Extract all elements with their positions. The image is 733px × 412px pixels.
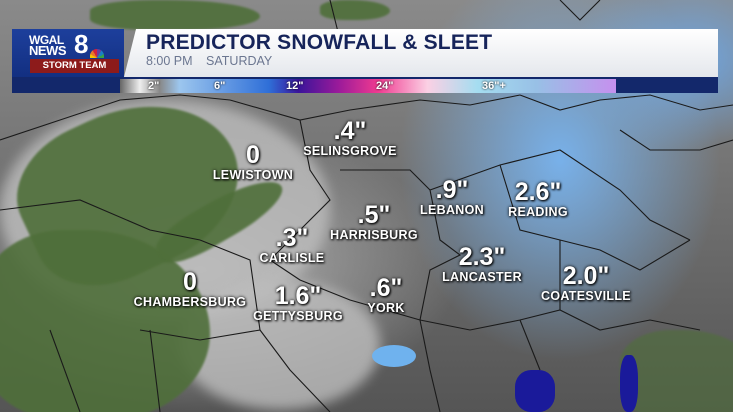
snow-amount: 2.3" xyxy=(458,243,506,271)
forecast-time: 8:00 PM SATURDAY xyxy=(146,54,282,68)
location-reading: 2.6" READING xyxy=(508,179,568,219)
location-selinsgrove: .4" SELINSGROVE xyxy=(303,118,397,158)
snow-amount: 2.6" xyxy=(514,178,562,206)
snow-amount: 0 xyxy=(183,268,197,296)
location-harrisburg: .5" HARRISBURG xyxy=(330,202,418,242)
location-gettysburg: 1.6" GETTYSBURG xyxy=(253,283,343,323)
snow-amount: .6" xyxy=(369,274,403,302)
city-name: LEBANON xyxy=(420,203,484,217)
city-name: COATESVILLE xyxy=(541,289,631,303)
snow-amount: .3" xyxy=(275,224,309,252)
city-name: GETTYSBURG xyxy=(253,309,343,323)
snow-amount: 1.6" xyxy=(274,282,322,310)
legend-tick-24: 24" xyxy=(376,80,394,92)
city-name: CHAMBERSBURG xyxy=(133,295,247,309)
forecast-hour: 8:00 PM xyxy=(146,54,193,68)
legend-tick-12: 12" xyxy=(286,80,304,92)
city-name: CARLISLE xyxy=(259,251,325,265)
logo-channel-number: 8 xyxy=(74,29,89,59)
location-coatesville: 2.0" COATESVILLE xyxy=(541,263,631,303)
title-bar: PREDICTOR SNOWFALL & SLEET 8:00 PM SATUR… xyxy=(124,29,718,77)
legend-tick-6: 6" xyxy=(214,80,226,92)
location-lebanon: .9" LEBANON xyxy=(420,177,484,217)
location-lewistown: 0 LEWISTOWN xyxy=(213,142,293,182)
legend-tick-2: 2" xyxy=(148,80,160,92)
legend-bar: 2" 6" 12" 24" 36"+ xyxy=(12,77,718,93)
location-lancaster: 2.3" LANCASTER xyxy=(442,244,522,284)
map-title: PREDICTOR SNOWFALL & SLEET xyxy=(146,31,493,54)
nbc-peacock-icon xyxy=(90,49,104,58)
location-carlisle: .3" CARLISLE xyxy=(260,225,325,265)
city-name: HARRISBURG xyxy=(330,228,418,242)
location-york: .6" YORK xyxy=(367,275,404,315)
city-name: LEWISTOWN xyxy=(212,168,294,182)
city-name: READING xyxy=(508,205,568,219)
snow-amount: .9" xyxy=(435,176,469,204)
snow-amount: .5" xyxy=(357,201,391,229)
forecast-day: SATURDAY xyxy=(206,54,273,68)
logo-wgal: WGAL xyxy=(29,33,64,47)
legend-tick-36: 36"+ xyxy=(482,80,506,92)
graphic-header: WGAL NEWS 8 STORM TEAM PREDICTOR SNOWFAL… xyxy=(12,29,718,93)
chesapeake-bay xyxy=(515,370,555,412)
location-chambersburg: 0 CHAMBERSBURG xyxy=(134,269,247,309)
city-name: LANCASTER xyxy=(442,270,522,284)
snow-amount: 2.0" xyxy=(562,262,610,290)
logo-storm-team: STORM TEAM xyxy=(30,59,119,73)
snow-amount: .4" xyxy=(333,117,367,145)
logo-news: NEWS xyxy=(29,43,67,58)
color-scale: 2" 6" 12" 24" 36"+ xyxy=(120,79,616,93)
snow-amount: 0 xyxy=(246,141,260,169)
city-name: SELINSGROVE xyxy=(303,144,397,158)
city-name: YORK xyxy=(367,301,405,315)
